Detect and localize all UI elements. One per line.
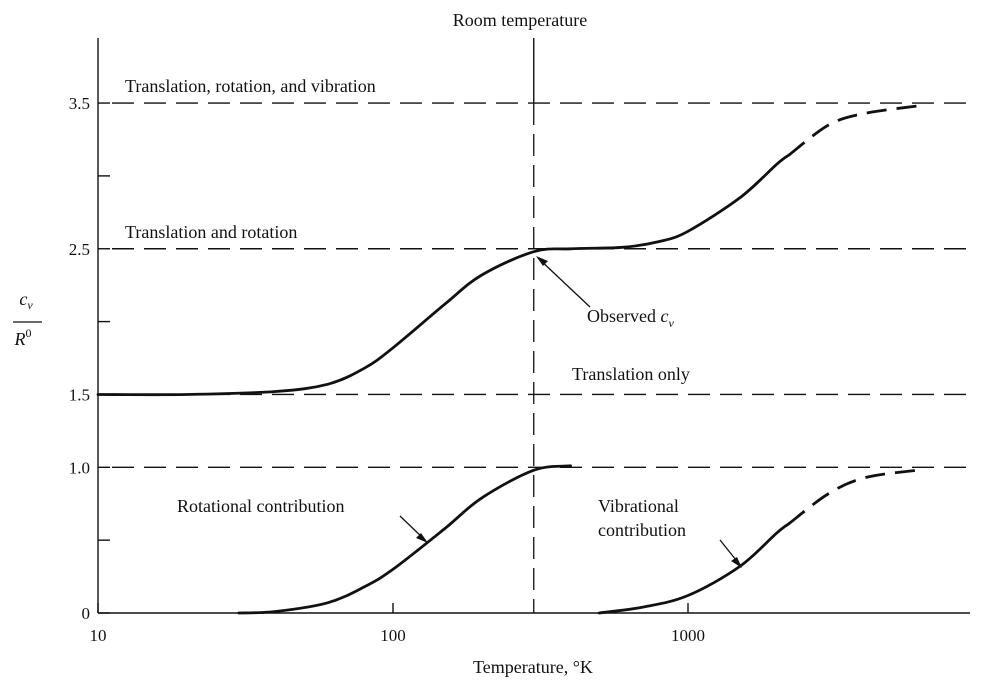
x-axis-label: Temperature, °K (473, 657, 593, 677)
rotational-contribution-label: Rotational contribution (177, 496, 344, 516)
rotational-arrow (399, 515, 428, 543)
y-tick-label: 1.5 (69, 385, 90, 404)
x-tick-label: 100 (380, 626, 406, 645)
x-tick-label: 10 (90, 626, 107, 645)
y-tick-label: 3.5 (69, 94, 90, 113)
vibrational-label-line1: Vibrational (598, 496, 679, 516)
y-tick-label: 0 (82, 604, 91, 623)
observed-cv-label: Observed cv (587, 306, 674, 330)
ref-label-2.5: Translation and rotation (125, 222, 297, 242)
series-vibrational-contribution-dashed (788, 468, 918, 525)
svg-text:cv: cv (19, 289, 33, 312)
series-observed-c-v-dashed (788, 104, 918, 157)
room-temperature-label: Room temperature (453, 10, 587, 30)
series-observed-c-v-solid (96, 153, 791, 397)
vibrational-arrow (719, 539, 742, 568)
y-tick-label: 1.0 (69, 458, 90, 477)
vibrational-label-line2: contribution (598, 520, 686, 540)
y-axis-label: cv R0 (13, 289, 42, 349)
x-tick-label: 1000 (671, 626, 705, 645)
ref-label-3.5: Translation, rotation, and vibration (125, 76, 376, 96)
series-vibrational-contribution-solid (597, 522, 791, 615)
svg-text:R0: R0 (14, 326, 32, 349)
observed-cv-arrow (536, 256, 591, 308)
ref-label-1.5: Translation only (572, 364, 690, 384)
y-tick-label: 2.5 (69, 240, 90, 259)
series-rotational-contribution (237, 464, 572, 615)
